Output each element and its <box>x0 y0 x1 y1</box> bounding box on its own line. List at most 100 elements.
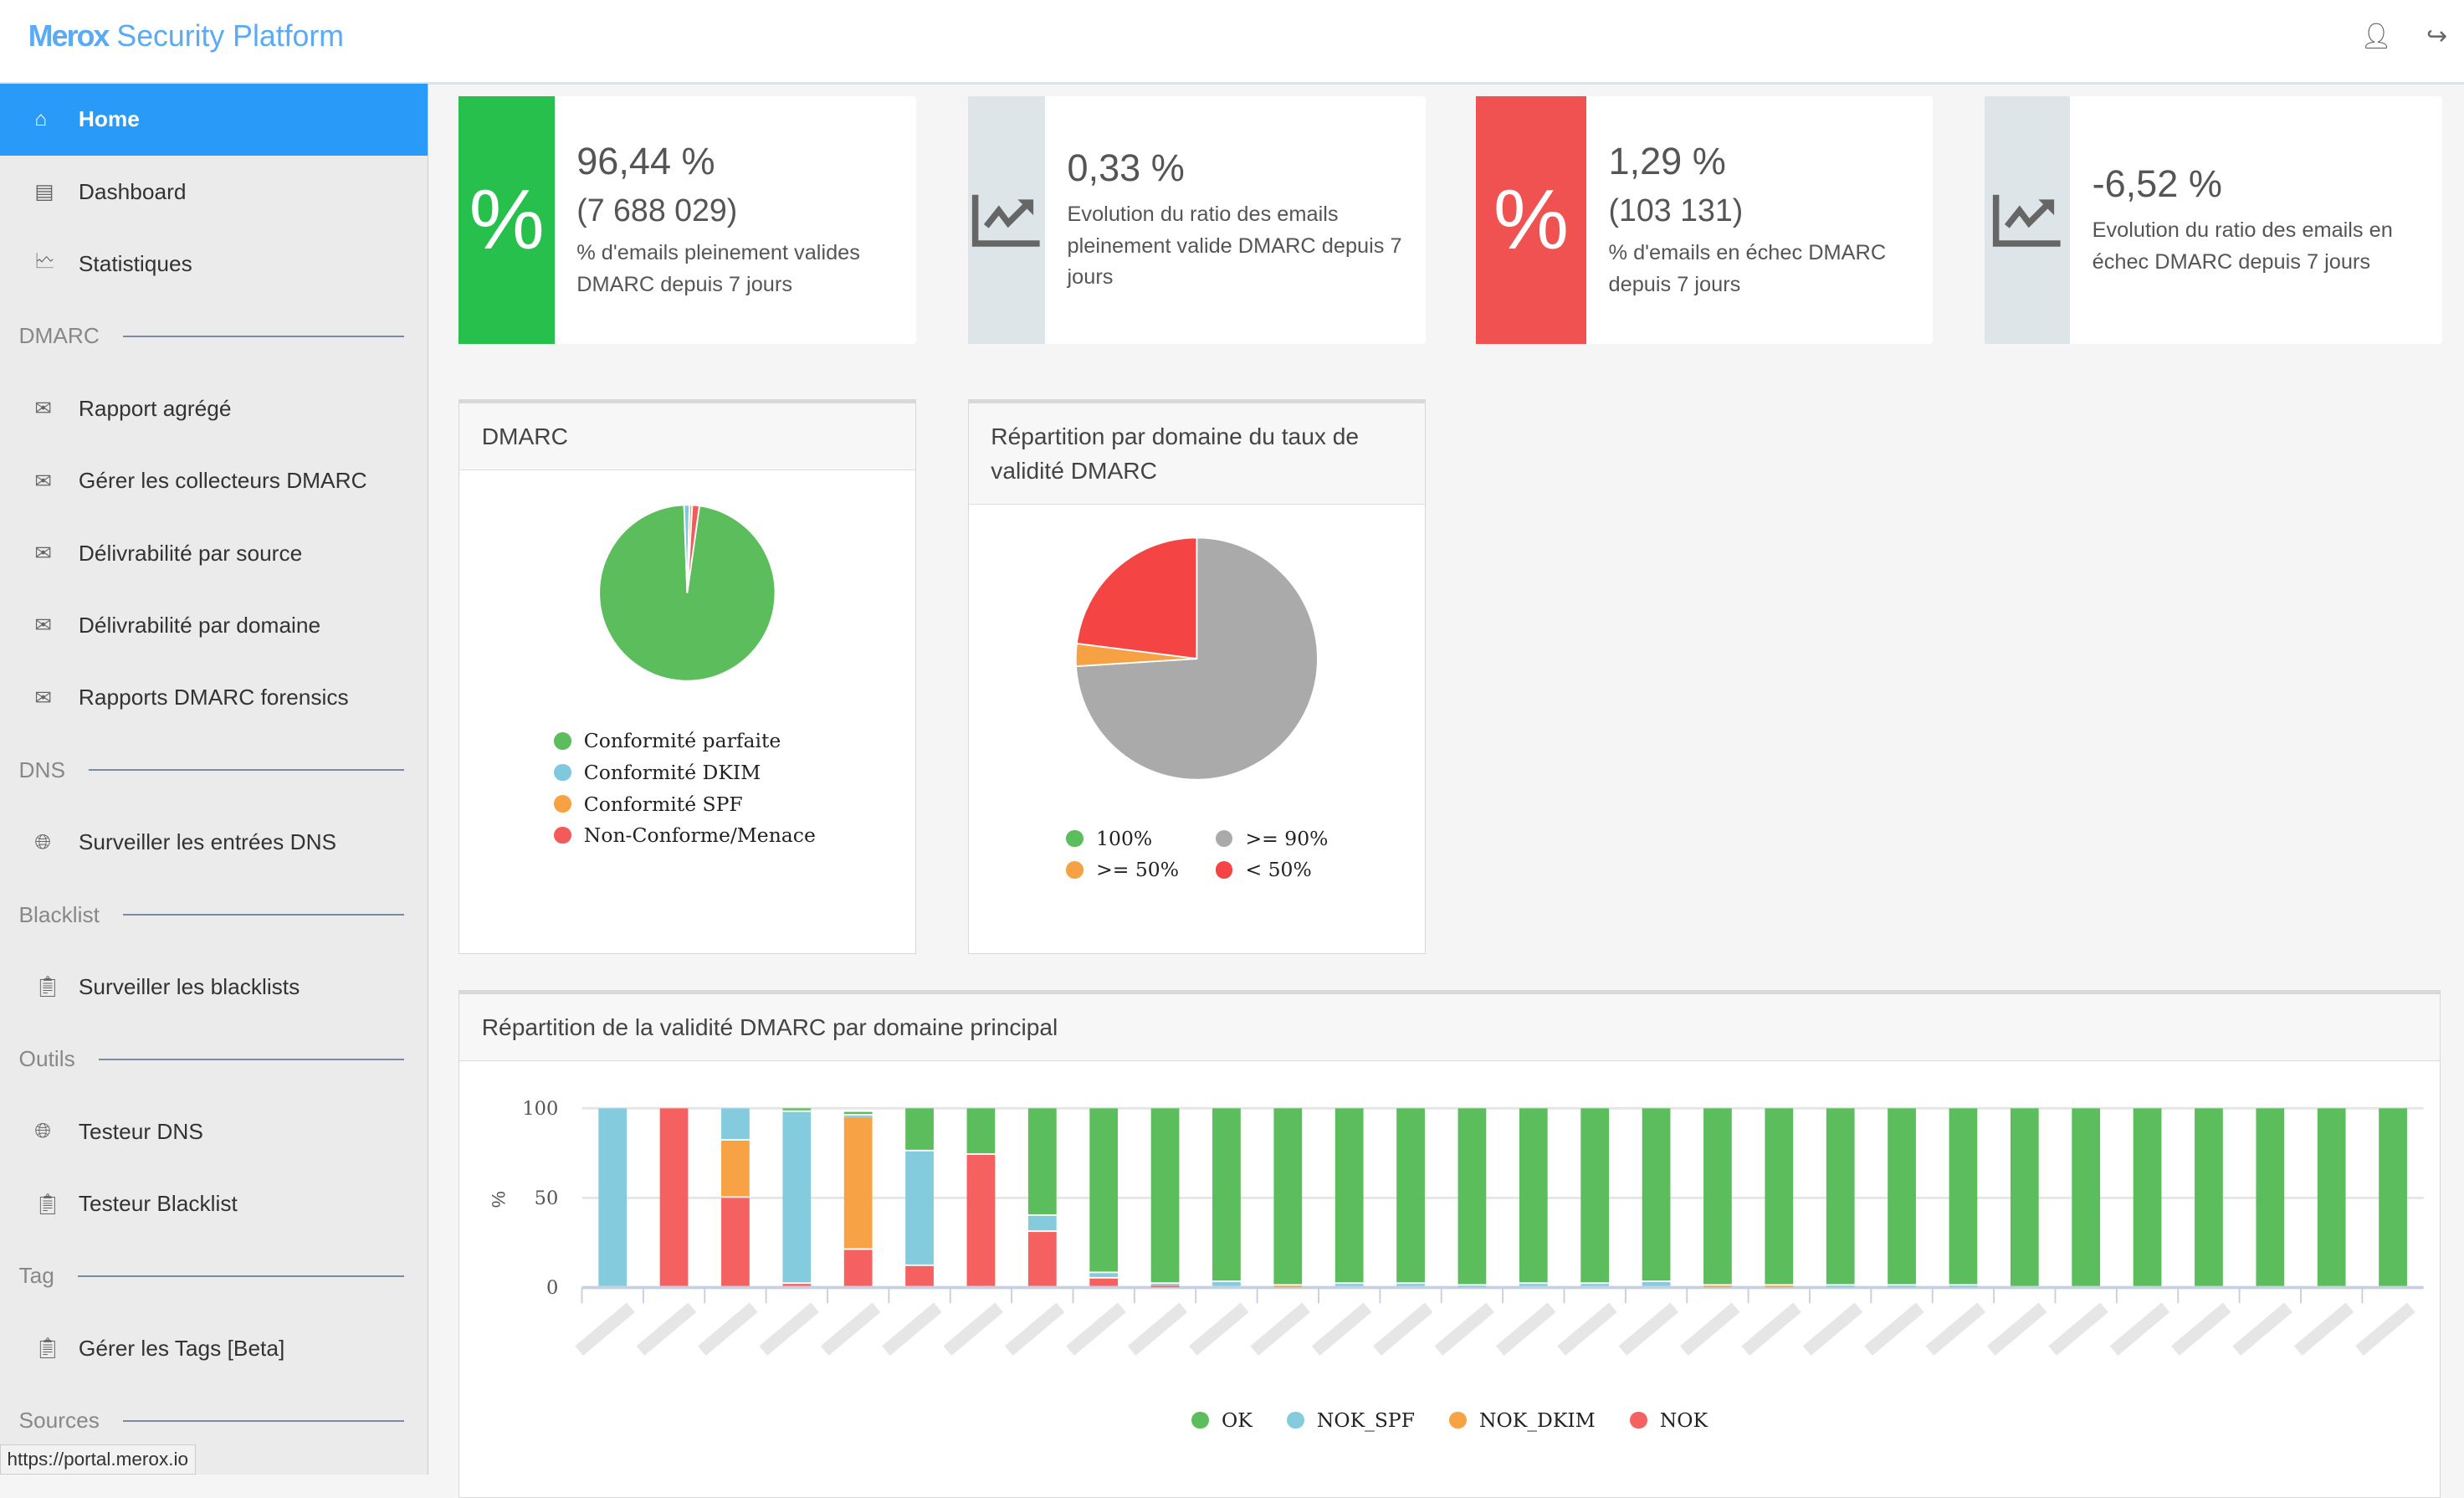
bar-segment-OK[interactable] <box>2134 1108 2162 1286</box>
bar-segment-NOK_SPF[interactable] <box>1580 1284 1610 1286</box>
bar-segment-OK[interactable] <box>2318 1108 2346 1286</box>
bar-segment-NOK_SPF[interactable] <box>1089 1273 1119 1278</box>
x-tick-label-blurred <box>1066 1302 1127 1357</box>
bar-segment-NOK[interactable] <box>721 1198 750 1286</box>
sidebar-item-statistiques[interactable]: 🗠︎ Statistiques <box>0 228 428 300</box>
bar-segment-OK[interactable] <box>1888 1108 1917 1285</box>
bar-segment-NOK_SPF[interactable] <box>905 1151 935 1265</box>
bar-segment-NOK_DKIM[interactable] <box>721 1141 750 1197</box>
legend-dot <box>554 732 571 750</box>
home-icon: ⌂ <box>34 107 48 131</box>
bar-segment-NOK_SPF[interactable] <box>1396 1284 1426 1286</box>
legend-item[interactable]: Conformité DKIM <box>554 757 915 788</box>
mail-icon: ✉ <box>34 398 52 421</box>
bar-segment-NOK_SPF[interactable] <box>721 1108 750 1140</box>
bar-segment-NOK[interactable] <box>844 1249 873 1286</box>
bar-segment-OK[interactable] <box>1396 1108 1426 1283</box>
bar-segment-OK[interactable] <box>2379 1108 2408 1286</box>
bar-segment-OK[interactable] <box>1151 1108 1180 1283</box>
bar-segment-NOK_DKIM[interactable] <box>844 1117 873 1249</box>
bar-segment-NOK_DKIM[interactable] <box>1273 1285 1303 1288</box>
nav-label: Surveiller les blacklists <box>78 973 300 999</box>
bar-segment-NOK_SPF[interactable] <box>1151 1284 1180 1286</box>
bar-segment-OK[interactable] <box>1273 1108 1303 1285</box>
bar-segment-OK[interactable] <box>1335 1108 1364 1283</box>
bar-segment-NOK_SPF[interactable] <box>1028 1215 1058 1231</box>
bar-segment-OK[interactable] <box>844 1111 873 1115</box>
legend-label: Conformité SPF <box>583 792 743 816</box>
bar-segment-OK[interactable] <box>1212 1108 1242 1281</box>
legend-item[interactable]: Non-Conforme/Menace <box>554 819 915 851</box>
legend-item[interactable]: >= 50% <box>1066 854 1215 886</box>
bar-segment-OK[interactable] <box>782 1108 812 1111</box>
legend-item[interactable]: NOK_DKIM <box>1449 1404 1596 1436</box>
bar-segment-NOK[interactable] <box>905 1265 935 1286</box>
bar-segment-NOK_DKIM[interactable] <box>1765 1285 1794 1288</box>
legend-item[interactable]: >= 90% <box>1215 823 1365 854</box>
bar-segment-NOK_SPF[interactable] <box>598 1108 628 1286</box>
sidebar-item-rapport-agrege[interactable]: ✉ Rapport agrégé <box>0 372 428 444</box>
bar-segment-NOK_SPF[interactable] <box>1519 1284 1549 1286</box>
user-icon[interactable]: 👤︎ <box>2360 23 2393 51</box>
bar-segment-NOK[interactable] <box>1089 1278 1119 1286</box>
legend-item[interactable]: Conformité parfaite <box>554 726 915 757</box>
bar-segment-NOK_SPF[interactable] <box>844 1116 873 1117</box>
bar-segment-OK[interactable] <box>1089 1108 1119 1272</box>
bar-segment-OK[interactable] <box>1580 1108 1610 1283</box>
legend-item[interactable]: NOK_SPF <box>1287 1404 1415 1436</box>
sidebar-item-dns-monitor[interactable]: 🌐︎ Surveiller les entrées DNS <box>0 806 428 878</box>
bar-segment-OK[interactable] <box>2011 1108 2040 1286</box>
sidebar-item-testeur-dns[interactable]: 🌐︎ Testeur DNS <box>0 1095 428 1167</box>
bar-segment-OK[interactable] <box>2195 1108 2224 1286</box>
legend-item[interactable]: NOK <box>1630 1404 1708 1436</box>
bar-segment-NOK_SPF[interactable] <box>1949 1285 1978 1288</box>
bar-segment-OK[interactable] <box>1703 1108 1733 1285</box>
legend-item[interactable]: Conformité SPF <box>554 788 915 820</box>
legend-item[interactable]: OK <box>1191 1404 1252 1436</box>
sidebar-item-collecteurs[interactable]: ✉ Gérer les collecteurs DMARC <box>0 444 428 516</box>
bar-segment-OK[interactable] <box>1949 1108 1978 1285</box>
bar-segment-NOK_SPF[interactable] <box>1642 1282 1671 1286</box>
bar-segment-NOK[interactable] <box>660 1108 689 1286</box>
bar-segment-OK[interactable] <box>905 1108 935 1151</box>
bar-segment-NOK_SPF[interactable] <box>1888 1285 1917 1288</box>
x-tick-label-blurred <box>2355 1302 2416 1357</box>
bar-segment-OK[interactable] <box>1519 1108 1549 1283</box>
bar-segment-NOK_DKIM[interactable] <box>1703 1285 1733 1288</box>
sidebar-item-testeur-blacklist[interactable]: 📋︎ Testeur Blacklist <box>0 1167 428 1239</box>
bar-segment-OK[interactable] <box>1457 1108 1487 1285</box>
sidebar-item-delivrabilite-domaine[interactable]: ✉ Délivrabilité par domaine <box>0 589 428 661</box>
sidebar-item-forensics[interactable]: ✉ Rapports DMARC forensics <box>0 662 428 734</box>
legend-dot <box>1449 1411 1467 1429</box>
legend-item[interactable]: 100% <box>1066 823 1215 854</box>
kpi-desc: % d'emails en échec DMARC depuis 7 jours <box>1608 241 1887 296</box>
pie-slice-< 50%[interactable] <box>1075 536 1198 660</box>
kpi-value: 1,29 % <box>1608 139 1726 182</box>
bar-segment-NOK_SPF[interactable] <box>782 1111 812 1283</box>
bar-segment-OK[interactable] <box>966 1108 996 1154</box>
legend-item[interactable]: < 50% <box>1215 854 1365 886</box>
sidebar-item-dashboard[interactable]: ▤ Dashboard <box>0 156 428 228</box>
bar-segment-OK[interactable] <box>1826 1108 1855 1285</box>
logout-icon[interactable]: ↪ <box>2426 23 2448 51</box>
bar-segment-NOK[interactable] <box>966 1155 996 1286</box>
bar-segment-NOK_SPF[interactable] <box>1826 1285 1855 1288</box>
bar-segment-NOK_SPF[interactable] <box>1212 1282 1242 1286</box>
bar-segment-OK[interactable] <box>2072 1108 2101 1286</box>
sidebar-item-blacklist-monitor[interactable]: 📋︎ Surveiller les blacklists <box>0 951 428 1023</box>
bar-segment-NOK[interactable] <box>1151 1285 1180 1288</box>
bar-segment-NOK_SPF[interactable] <box>1335 1284 1364 1286</box>
sidebar-item-tags[interactable]: 📋︎ Gérer les Tags [Beta] <box>0 1312 428 1384</box>
bar-segment-OK[interactable] <box>1642 1108 1671 1281</box>
bar-segment-NOK[interactable] <box>1028 1232 1058 1286</box>
bar-segment-NOK_SPF[interactable] <box>1457 1285 1487 1288</box>
sidebar-item-home[interactable]: ⌂ Home <box>0 83 428 156</box>
bar-segment-NOK[interactable] <box>782 1284 812 1286</box>
bar-segment-OK[interactable] <box>2256 1108 2285 1286</box>
section-dns: DNS <box>0 734 428 806</box>
brand-logo[interactable]: Merox Security Platform <box>28 19 344 54</box>
bar-segment-OK[interactable] <box>1028 1108 1058 1215</box>
pie-slice-Non-Conforme/Menace[interactable] <box>686 504 701 593</box>
bar-segment-OK[interactable] <box>1765 1108 1794 1285</box>
sidebar-item-delivrabilite-source[interactable]: ✉ Délivrabilité par source <box>0 517 428 589</box>
